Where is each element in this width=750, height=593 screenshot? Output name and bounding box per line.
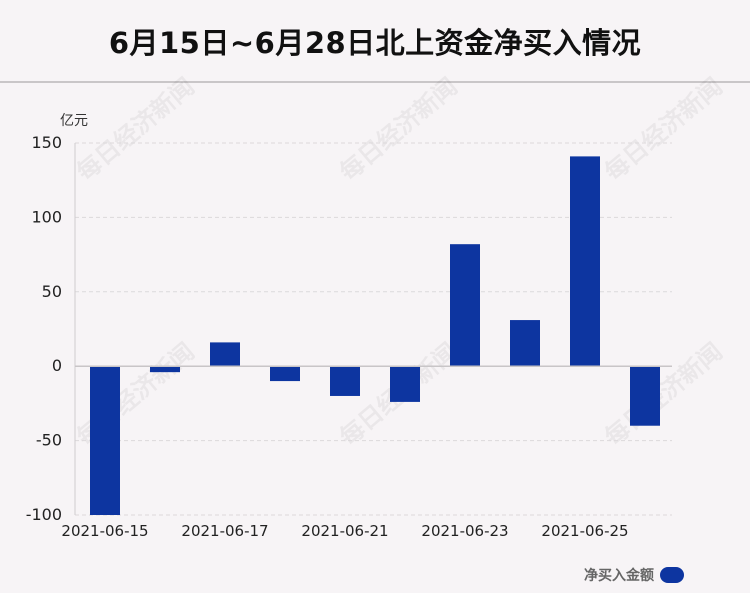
y-axis-unit: 亿元 <box>60 113 88 129</box>
bar-2021-06-21 <box>330 366 360 396</box>
y-tick-label: 150 <box>31 133 62 152</box>
bar-2021-06-24 <box>510 320 540 367</box>
bar-2021-06-17 <box>210 342 240 367</box>
bar-2021-06-16 <box>150 366 180 373</box>
legend-swatch <box>660 567 684 583</box>
y-tick-label: 50 <box>42 282 62 301</box>
y-tick-label: 100 <box>31 207 62 226</box>
bar-2021-06-15 <box>90 366 120 515</box>
x-tick-label: 2021-06-21 <box>301 522 388 540</box>
bar-2021-06-22 <box>390 366 420 402</box>
bar-2021-06-18 <box>270 366 300 382</box>
chart-title: 6月15日~6月28日北上资金净买入情况 <box>108 25 642 60</box>
x-tick-label: 2021-06-15 <box>61 522 148 540</box>
axes <box>74 143 672 515</box>
chart-header: 6月15日~6月28日北上资金净买入情况 <box>0 0 750 83</box>
bar-2021-06-23 <box>450 244 480 367</box>
x-tick-label: 2021-06-25 <box>541 522 628 540</box>
y-tick-label: -50 <box>36 431 62 450</box>
bar-2021-06-28 <box>630 366 660 426</box>
legend: 净买入金额 <box>584 565 684 585</box>
bar-2021-06-25 <box>570 156 600 367</box>
y-tick-label: 0 <box>52 356 62 375</box>
x-tick-label: 2021-06-23 <box>421 522 508 540</box>
bars <box>90 156 660 515</box>
x-tick-label: 2021-06-17 <box>181 522 268 540</box>
legend-label: 净买入金额 <box>584 568 654 584</box>
y-tick-label: -100 <box>26 505 62 524</box>
